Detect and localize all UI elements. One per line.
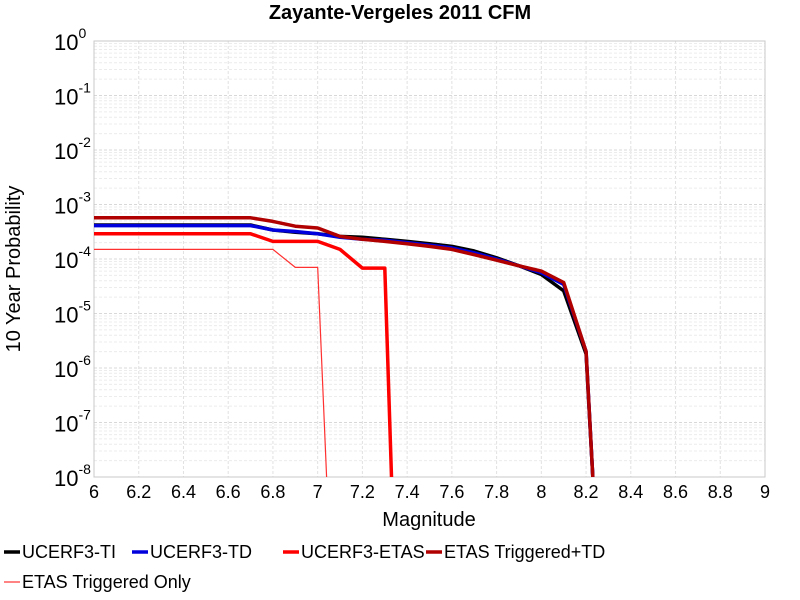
x-tick-label: 6.2 xyxy=(126,482,151,502)
series-group xyxy=(94,216,595,477)
y-tick-label: 100 xyxy=(54,25,86,55)
series-line-1 xyxy=(94,223,595,477)
y-axis-label: 10 Year Probability xyxy=(3,186,25,353)
y-tick-label: 10-1 xyxy=(54,80,91,110)
x-tick-label: 8.2 xyxy=(574,482,599,502)
x-axis-ticks: 6 6.2 6.4 6.6 6.8 7 7.2 7.4 7.6 7.8 8 8.2 8.4 8.6 8.8 9 xyxy=(89,482,770,502)
y-tick-label: 10-5 xyxy=(54,298,91,328)
x-tick-label: 8.4 xyxy=(618,482,643,502)
x-tick-label: 7.2 xyxy=(350,482,375,502)
x-tick-label: 8 xyxy=(536,482,546,502)
y-tick-label: 10-6 xyxy=(54,352,91,382)
x-axis-label: Magnitude xyxy=(382,509,475,531)
series-line-4 xyxy=(94,248,328,477)
x-tick-label: 7.4 xyxy=(395,482,420,502)
series-line-0 xyxy=(94,223,595,477)
x-tick-label: 8.6 xyxy=(663,482,688,502)
y-tick-label: 10-7 xyxy=(54,407,91,437)
x-tick-label: 7.8 xyxy=(484,482,509,502)
plot-area xyxy=(93,40,766,478)
chart-title: Zayante-Vergeles 2011 CFM xyxy=(269,2,531,24)
x-tick-label: 6.6 xyxy=(216,482,241,502)
legend-label-3: ETAS Triggered+TD xyxy=(444,542,605,562)
legend-label-1: UCERF3-TD xyxy=(150,542,252,562)
x-tick-label: 8.8 xyxy=(708,482,733,502)
y-tick-label: 10-3 xyxy=(54,189,91,219)
x-tick-label: 7 xyxy=(313,482,323,502)
y-tick-label: 10-4 xyxy=(54,243,91,273)
x-tick-label: 6 xyxy=(89,482,99,502)
legend-label-0: UCERF3-TI xyxy=(22,542,116,562)
grid xyxy=(94,41,765,477)
legend-label-4: ETAS Triggered Only xyxy=(22,572,191,592)
y-axis-ticks: 100 10-1 10-2 10-3 10-4 10-5 10-6 10-7 10-8 xyxy=(54,25,91,491)
y-tick-label: 10-8 xyxy=(54,461,91,491)
legend-label-2: UCERF3-ETAS xyxy=(301,542,425,562)
series-line-3 xyxy=(94,216,595,477)
x-tick-label: 9 xyxy=(760,482,770,502)
series-line-2 xyxy=(94,232,394,477)
legend: UCERF3-TI UCERF3-TD UCERF3-ETAS ETAS Trigge… xyxy=(4,542,605,592)
x-tick-label: 6.4 xyxy=(171,482,196,502)
x-tick-label: 6.8 xyxy=(260,482,285,502)
x-tick-label: 7.6 xyxy=(439,482,464,502)
y-tick-label: 10-2 xyxy=(54,134,91,164)
